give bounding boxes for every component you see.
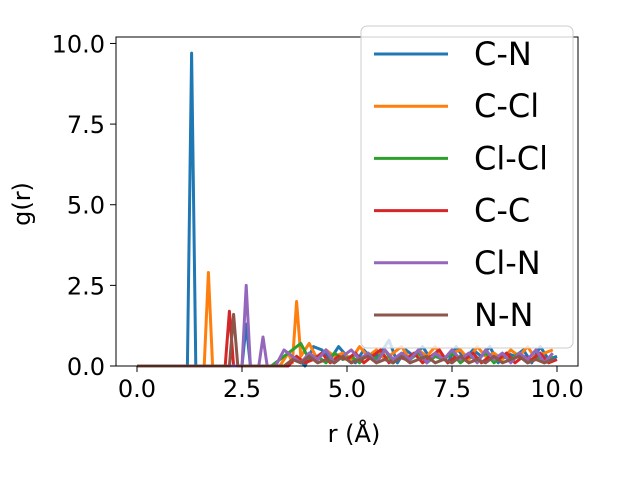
legend-label-cl-n: Cl-N: [474, 244, 541, 282]
x-axis: 0.0 2.5 5.0 7.5 10.0: [118, 366, 584, 403]
y-tick-label: 10.0: [52, 30, 105, 58]
x-tick-label: 0.0: [118, 375, 156, 403]
y-tick-label: 5.0: [67, 192, 105, 220]
legend-label-c-n: C-N: [474, 35, 532, 73]
legend-label-c-c: C-C: [474, 192, 530, 230]
x-tick-label: 5.0: [328, 375, 366, 403]
legend-label-cl-cl: Cl-Cl: [474, 139, 548, 177]
series-line-n-n: [137, 312, 554, 368]
y-axis: 0.0 2.5 5.0 7.5 10.0: [52, 30, 116, 381]
y-axis-label: g(r): [8, 182, 36, 226]
x-tick-label: 7.5: [433, 375, 471, 403]
legend: C-N C-Cl Cl-Cl C-C Cl-N N-N: [360, 25, 574, 349]
legend-box: [360, 25, 574, 349]
y-tick-label: 2.5: [67, 272, 105, 300]
y-tick-label: 0.0: [67, 353, 105, 381]
legend-label-c-cl: C-Cl: [474, 87, 539, 125]
x-tick-label: 10.0: [530, 375, 583, 403]
x-axis-label: r (Å): [328, 419, 381, 448]
x-tick-label: 2.5: [223, 375, 261, 403]
legend-label-n-n: N-N: [474, 296, 533, 334]
y-tick-label: 7.5: [67, 111, 105, 139]
